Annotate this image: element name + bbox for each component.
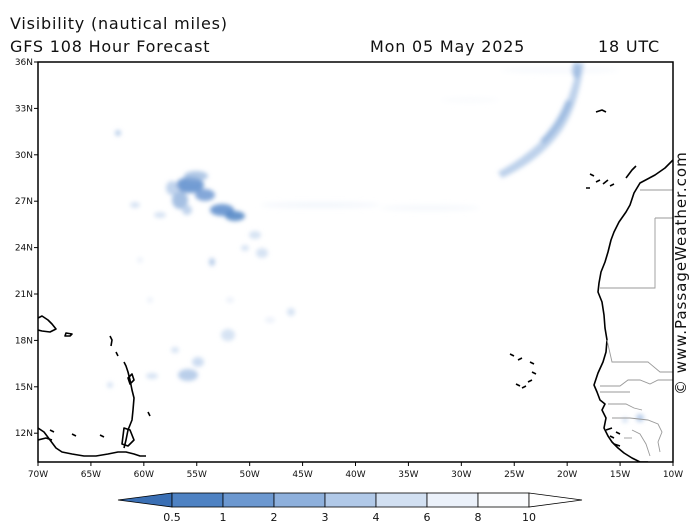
colorbar-segment <box>426 492 479 508</box>
map-area <box>38 62 673 462</box>
lon-label: 25W <box>504 470 524 480</box>
lon-label: 35W <box>398 470 418 480</box>
puerto-rico-coast <box>38 315 57 333</box>
lat-label: 30N <box>15 151 33 161</box>
virgin-islands-coast <box>64 332 73 337</box>
lon-label: 60W <box>134 470 154 480</box>
gulf-coast-ne <box>38 437 53 441</box>
venezuela-coastline <box>38 427 146 457</box>
lat-label: 15N <box>15 383 33 393</box>
credit-watermark: © www.PassageWeather.com <box>672 151 690 395</box>
bonaire-curacao <box>49 429 105 438</box>
longitude-axis: 70W 65W 60W 55W 50W 45W 40W 35W 30W 25W 20W 15W 10W <box>28 462 683 480</box>
colorbar-segment <box>273 492 326 508</box>
lon-label: 15W <box>610 470 630 480</box>
lat-label: 27N <box>15 197 33 207</box>
colorbar-label: 6 <box>424 511 431 524</box>
lesser-antilles-chain <box>109 335 135 449</box>
visibility-fog-patches <box>107 62 644 423</box>
colorbar-segment <box>324 492 377 508</box>
lon-label: 45W <box>292 470 312 480</box>
colorbar-label: 10 <box>522 511 536 524</box>
trinidad-coast <box>121 427 135 447</box>
lat-label: 21N <box>15 290 33 300</box>
map-title: Visibility (nautical miles) <box>10 14 228 33</box>
lon-label: 65W <box>81 470 101 480</box>
colorbar-label: 1 <box>220 511 227 524</box>
colorbar-label: 0.5 <box>163 511 181 524</box>
latitude-axis: 36N 33N 30N 27N 24N 21N 18N 15N 12N <box>15 58 38 439</box>
country-borders <box>600 189 673 457</box>
colorbar-segment <box>375 492 428 508</box>
lon-label: 55W <box>187 470 207 480</box>
fog-cluster-central <box>166 171 268 258</box>
colorbar-arrow-high <box>528 492 583 508</box>
guinea-bissau-islands <box>605 427 621 447</box>
visibility-colorbar: 0.5 1 2 3 4 6 8 10 <box>117 492 583 524</box>
coastlines <box>38 109 673 462</box>
forecast-subtitle: GFS 108 Hour Forecast <box>10 37 211 56</box>
forecast-date: Mon 05 May 2025 <box>370 37 526 56</box>
lat-label: 18N <box>15 336 33 346</box>
lon-label: 20W <box>557 470 577 480</box>
lon-label: 30W <box>451 470 471 480</box>
guadeloupe <box>127 373 135 385</box>
lat-label: 36N <box>15 58 33 68</box>
lat-label: 33N <box>15 104 33 114</box>
colorbar-label: 4 <box>373 511 380 524</box>
lon-label: 10W <box>663 470 683 480</box>
colorbar-segment <box>171 492 224 508</box>
lon-label: 70W <box>28 470 48 480</box>
barbados <box>147 411 151 417</box>
colorbar-label: 2 <box>271 511 278 524</box>
canary-islands <box>586 165 637 189</box>
cape-verde-islands <box>509 353 537 389</box>
colorbar-label: 3 <box>322 511 329 524</box>
lon-label: 50W <box>239 470 259 480</box>
fog-wisp-band <box>260 67 620 210</box>
fog-patches-south <box>107 130 644 423</box>
colorbar-segment <box>222 492 275 508</box>
lat-label: 24N <box>15 244 33 254</box>
fog-band-northeast <box>498 62 584 178</box>
lon-label: 40W <box>345 470 365 480</box>
colorbar-segment <box>477 492 530 508</box>
colorbar-label: 8 <box>475 511 482 524</box>
forecast-time: 18 UTC <box>598 37 660 56</box>
colorbar-arrow-low <box>117 492 173 508</box>
lat-label: 12N <box>15 429 33 439</box>
west-africa-coastline <box>593 159 673 462</box>
madeira <box>595 109 607 113</box>
